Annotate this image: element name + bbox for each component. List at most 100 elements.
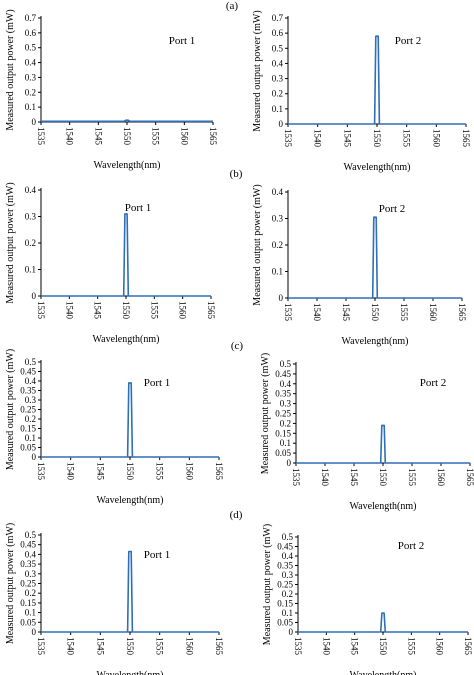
spectrum-line <box>41 382 219 458</box>
y-axis-label: Measured output power (mW) <box>5 9 16 130</box>
spectrum-line <box>288 216 462 299</box>
y-tick-label: 0.3 <box>25 72 37 82</box>
y-tick-label: 0.35 <box>275 389 291 399</box>
y-tick-label: 0.4 <box>25 549 37 559</box>
x-tick-label: 1565 <box>465 468 474 487</box>
y-tick-label: 0.5 <box>282 532 294 542</box>
x-tick-label: 1560 <box>179 127 189 146</box>
x-tick-label: 1535 <box>36 462 46 481</box>
port-label: Port 2 <box>398 540 425 552</box>
x-tick-label: 1555 <box>155 462 165 481</box>
y-tick-label: 0.15 <box>20 598 36 608</box>
y-tick-label: 0.45 <box>277 542 293 552</box>
x-tick-label: 1555 <box>399 303 409 322</box>
y-tick-label: 0.45 <box>275 369 291 379</box>
y-tick-label: 0.15 <box>277 599 293 609</box>
x-tick-label: 1545 <box>93 301 103 320</box>
x-tick-label: 1540 <box>64 301 74 320</box>
x-axis-label: Wavelength(nm) <box>350 501 417 512</box>
y-tick-label: 0 <box>287 458 292 468</box>
x-tick-label: 1550 <box>378 637 388 656</box>
x-tick-label: 1565 <box>208 127 218 146</box>
x-tick-label: 1545 <box>95 462 105 481</box>
x-tick-label: 1550 <box>372 129 382 148</box>
y-tick-label: 0.6 <box>272 28 284 38</box>
y-tick-label: 0.2 <box>272 89 283 99</box>
spectrum-line <box>41 213 211 297</box>
x-tick-label: 1535 <box>293 637 303 656</box>
port-label: Port 2 <box>395 35 422 47</box>
y-tick-label: 0.5 <box>25 43 37 53</box>
x-tick-label: 1560 <box>435 637 445 656</box>
row-label-a: (a) <box>226 0 239 12</box>
x-tick-label: 1565 <box>457 303 467 322</box>
port-label: Port 1 <box>125 202 152 214</box>
x-tick-label: 1560 <box>436 468 446 487</box>
y-tick-label: 0.45 <box>20 367 36 377</box>
y-tick-label: 0 <box>32 452 37 462</box>
y-axis-label: Measured output power (mW) <box>252 184 263 305</box>
x-tick-label: 1555 <box>155 637 165 656</box>
y-tick-label: 0.25 <box>20 405 36 415</box>
x-tick-label: 1535 <box>36 301 46 320</box>
y-tick-label: 0.05 <box>20 443 36 453</box>
y-axis-label: Measured output power (mW) <box>5 523 16 644</box>
y-tick-label: 0 <box>32 117 37 127</box>
y-tick-label: 0.25 <box>277 580 293 590</box>
x-tick-label: 1535 <box>291 468 301 487</box>
x-tick-label: 1535 <box>283 129 293 148</box>
x-tick-label: 1540 <box>66 637 76 656</box>
y-tick-label: 0.1 <box>272 267 283 277</box>
x-tick-label: 1535 <box>36 127 46 146</box>
y-tick-label: 0.3 <box>282 570 294 580</box>
row-label-d: (d) <box>230 509 243 521</box>
x-tick-label: 1555 <box>151 127 161 146</box>
y-tick-label: 0.3 <box>25 395 37 405</box>
x-tick-label: 1550 <box>125 637 135 656</box>
chart-panel-6: 00.050.10.150.20.250.30.350.40.450.5 1535… <box>260 353 474 512</box>
x-tick-label: 1560 <box>178 301 188 320</box>
y-tick-label: 0.4 <box>282 551 294 561</box>
y-axis-label: Measured output power (mW) <box>260 353 271 474</box>
x-tick-label: 1555 <box>407 468 417 487</box>
y-tick-label: 0.1 <box>272 104 283 114</box>
y-tick-label: 0 <box>32 291 37 301</box>
x-tick-label: 1545 <box>349 468 359 487</box>
chart-panel-3: 0 0.1 0.2 0.3 0.4 1535 1540 1545 1550 1555 1560 156… <box>5 182 216 345</box>
row-label-b: (b) <box>230 168 243 180</box>
y-axis-label: Measured output power (mW) <box>5 349 16 470</box>
y-tick-label: 0 <box>289 627 294 637</box>
chart-panel-4: 0 0.1 0.2 0.3 0.4 1535 1540 1545 1550 1555 1560 156… <box>252 184 467 347</box>
y-tick-label: 0.1 <box>25 102 36 112</box>
spectrum-line <box>296 424 470 464</box>
x-tick-label: 1550 <box>125 462 135 481</box>
y-tick-label: 0.1 <box>25 433 36 443</box>
y-tick-label: 0.35 <box>20 559 36 569</box>
y-tick-label: 0.4 <box>272 187 284 197</box>
chart-panel-2: 0 0.1 0.2 0.3 0.4 0.5 0.6 0.7 1535 1540 1545 1550 15… <box>252 10 471 173</box>
y-tick-label: 0.1 <box>280 438 291 448</box>
x-tick-label: 1540 <box>320 468 330 487</box>
y-tick-label: 0.4 <box>272 58 284 68</box>
y-tick-label: 0.1 <box>25 608 36 618</box>
x-axis-label: Wavelength(nm) <box>350 670 417 675</box>
y-tick-label: 0.7 <box>25 13 37 23</box>
y-tick-label: 0.1 <box>282 608 293 618</box>
y-tick-label: 0.05 <box>20 617 36 627</box>
x-tick-label: 1555 <box>149 301 159 320</box>
y-tick-label: 0.2 <box>280 418 291 428</box>
y-tick-label: 0.2 <box>282 589 293 599</box>
y-tick-label: 0.4 <box>25 376 37 386</box>
y-tick-label: 0.2 <box>25 238 36 248</box>
x-axis-label: Wavelength(nm) <box>97 670 164 675</box>
y-tick-label: 0.35 <box>20 386 36 396</box>
y-tick-label: 0.7 <box>272 13 284 23</box>
x-tick-label: 1540 <box>65 127 75 146</box>
x-axis-label: Wavelength(nm) <box>342 336 409 347</box>
spectrum-line <box>298 612 468 633</box>
x-axis-label: Wavelength(nm) <box>93 334 160 345</box>
y-tick-label: 0.5 <box>272 43 284 53</box>
spectrum-line <box>41 119 213 123</box>
y-axis-label: Measured output power (mW) <box>262 524 273 645</box>
